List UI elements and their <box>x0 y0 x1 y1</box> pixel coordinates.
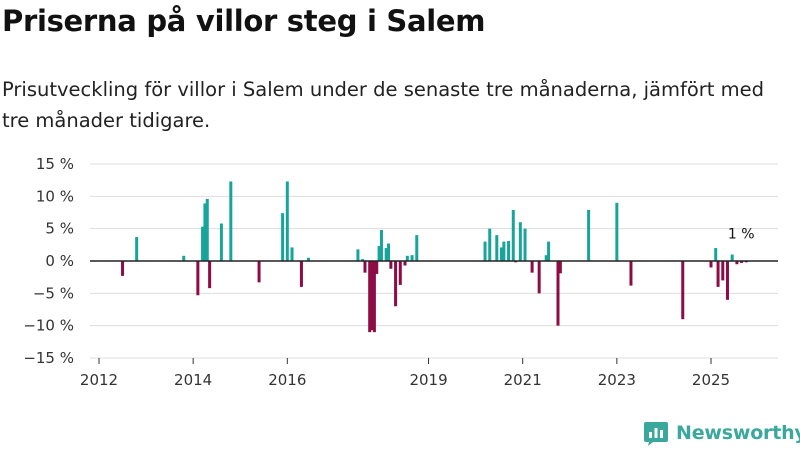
bar <box>488 228 492 261</box>
brand-name: Newsworthy <box>676 422 800 444</box>
bar <box>556 261 560 326</box>
bar <box>387 243 391 261</box>
bar <box>384 248 388 261</box>
bar <box>370 261 374 331</box>
bar <box>389 261 393 269</box>
bar <box>135 237 139 261</box>
bar <box>530 261 534 273</box>
bar <box>735 261 739 265</box>
bar <box>375 261 379 274</box>
bar <box>368 261 372 333</box>
bar <box>196 261 200 296</box>
bar <box>377 246 381 261</box>
bar <box>219 223 223 261</box>
bar <box>363 261 367 273</box>
chart-title: Priserna på villor steg i Salem <box>2 4 486 38</box>
x-tick-label: 2021 <box>504 371 542 389</box>
bar <box>361 259 365 261</box>
bar <box>356 249 360 261</box>
bar <box>405 255 409 261</box>
bar <box>523 228 527 261</box>
y-tick-label: 15 % <box>36 155 74 173</box>
bar <box>615 202 619 261</box>
bar <box>507 240 511 261</box>
bar <box>290 247 294 261</box>
bar <box>544 255 548 261</box>
bar <box>410 255 414 261</box>
bar <box>372 261 376 333</box>
bar <box>518 222 522 261</box>
data-label-latest: 1 % <box>728 227 755 243</box>
bar <box>587 209 591 261</box>
bar <box>730 254 734 261</box>
bar <box>285 181 289 261</box>
y-tick-label: 10 % <box>36 187 74 205</box>
x-tick-label: 2019 <box>409 371 447 389</box>
bar <box>714 248 718 261</box>
bar <box>208 261 212 289</box>
bar <box>182 255 186 261</box>
brand-logo: Newsworthy <box>643 420 800 446</box>
x-tick-label: 2023 <box>598 371 636 389</box>
bar <box>403 261 407 266</box>
x-tick-label: 2014 <box>174 371 212 389</box>
bar <box>716 261 720 287</box>
bar <box>415 235 419 261</box>
bar <box>205 198 209 261</box>
bar <box>500 247 504 261</box>
bar <box>629 261 633 286</box>
y-tick-label: −15 % <box>23 349 74 367</box>
bar <box>537 261 541 294</box>
bar <box>257 261 261 283</box>
x-tick-label: 2012 <box>80 371 118 389</box>
y-tick-label: −5 % <box>33 284 74 302</box>
x-tick-label: 2025 <box>692 371 730 389</box>
bar <box>121 261 125 276</box>
bar <box>281 213 285 261</box>
y-tick-label: −10 % <box>23 317 74 335</box>
bar <box>721 261 725 281</box>
y-tick-label: 0 % <box>45 252 74 270</box>
bar <box>483 241 487 261</box>
bar-chart: 15 % 10 % 5 % 0 % −5 % −10 % −15 % 2012 2014 2016… <box>23 155 778 389</box>
bar <box>558 261 562 274</box>
bar <box>740 261 744 263</box>
x-tick-label: 2016 <box>268 371 306 389</box>
bar <box>681 261 685 320</box>
bar <box>511 209 515 261</box>
bar <box>495 235 499 261</box>
bar <box>502 241 506 261</box>
bar <box>394 261 398 307</box>
bar <box>547 241 551 261</box>
bar <box>398 261 402 285</box>
bar <box>229 181 233 261</box>
chart-subtitle: Prisutveckling för villor i Salem under … <box>2 78 765 132</box>
y-tick-label: 5 % <box>45 220 74 238</box>
bar <box>306 257 310 261</box>
bar <box>203 203 207 261</box>
bar <box>379 229 383 261</box>
bar <box>725 261 729 300</box>
bar <box>201 226 205 261</box>
newsworthy-logo-icon <box>644 422 668 446</box>
bar <box>709 261 713 268</box>
bar <box>299 261 303 287</box>
